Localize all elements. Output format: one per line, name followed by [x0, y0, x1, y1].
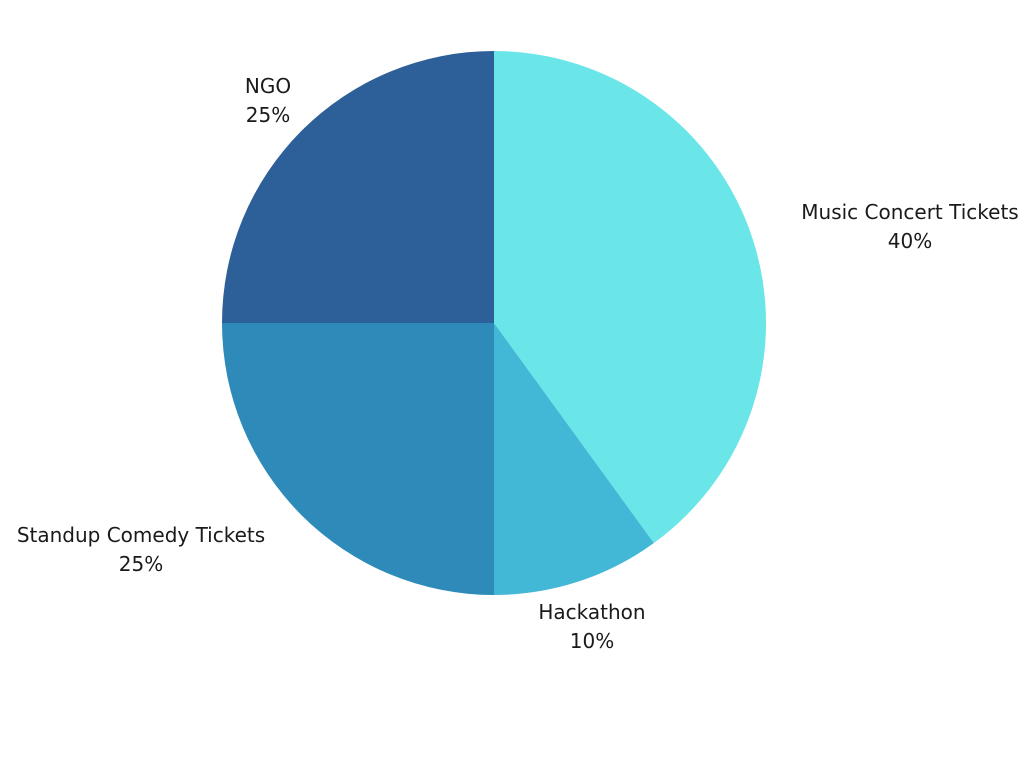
slice-percent-hackathon: 10%: [570, 629, 614, 653]
slice-label-standup-comedy-tickets: Standup Comedy Tickets: [17, 523, 265, 547]
pie-slices: [222, 51, 766, 595]
slice-label-ngo: NGO: [245, 74, 291, 98]
pie-slice-hackathon: [494, 323, 654, 595]
pie-slice-music-concert-tickets: [494, 51, 766, 544]
pie-slice-standup-comedy-tickets: [222, 323, 494, 595]
slice-percent-ngo: 25%: [246, 103, 290, 127]
slice-percent-music-concert-tickets: 40%: [888, 229, 932, 253]
slice-percent-standup-comedy-tickets: 25%: [119, 552, 163, 576]
slice-label-music-concert-tickets: Music Concert Tickets: [801, 200, 1018, 224]
pie-slice-ngo: [222, 51, 494, 323]
slice-label-hackathon: Hackathon: [538, 600, 645, 624]
